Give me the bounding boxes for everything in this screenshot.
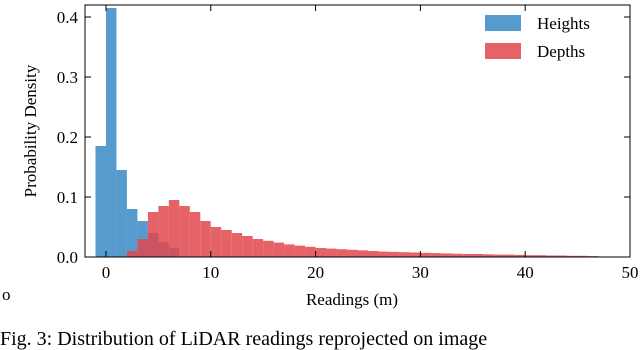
bar bbox=[252, 239, 264, 257]
bar bbox=[126, 209, 138, 257]
x-tick-label: 30 bbox=[412, 263, 429, 282]
bar bbox=[556, 255, 568, 257]
bar bbox=[525, 255, 536, 257]
bar bbox=[357, 250, 368, 257]
bar bbox=[388, 251, 400, 257]
bar bbox=[305, 246, 316, 257]
bar bbox=[462, 254, 473, 257]
bar bbox=[263, 240, 274, 257]
bar bbox=[409, 252, 421, 257]
bar bbox=[137, 239, 148, 257]
bar bbox=[336, 249, 348, 257]
legend-label: Depths bbox=[537, 42, 585, 61]
bar bbox=[430, 253, 442, 257]
bar bbox=[514, 254, 526, 257]
bar bbox=[367, 251, 379, 257]
y-tick-label: 0.2 bbox=[57, 128, 78, 147]
bar bbox=[147, 212, 159, 257]
bar bbox=[483, 254, 494, 257]
x-tick-label: 20 bbox=[307, 263, 324, 282]
bar bbox=[158, 206, 169, 257]
bar bbox=[577, 255, 589, 257]
bar bbox=[504, 254, 515, 257]
bar bbox=[189, 212, 201, 257]
y-tick-label: 0.3 bbox=[57, 68, 78, 87]
x-tick-label: 40 bbox=[517, 263, 534, 282]
bar bbox=[294, 245, 306, 257]
bar bbox=[493, 254, 505, 257]
plot-frame bbox=[84, 4, 631, 258]
caption: Fig. 3: Distribution of LiDAR readings r… bbox=[0, 328, 487, 350]
bar bbox=[326, 248, 337, 257]
bar bbox=[420, 252, 431, 257]
bar bbox=[168, 200, 180, 257]
x-tick-label: 0 bbox=[102, 263, 111, 282]
bar bbox=[451, 253, 463, 257]
bar bbox=[441, 253, 452, 257]
bar bbox=[315, 248, 327, 257]
bar bbox=[210, 227, 222, 257]
legend-swatch bbox=[485, 15, 521, 31]
x-tick-label: 50 bbox=[622, 263, 639, 282]
y-axis-label: Probability Density bbox=[21, 64, 40, 197]
bar bbox=[105, 8, 117, 257]
bar bbox=[116, 170, 127, 257]
bar bbox=[179, 206, 190, 257]
bar bbox=[242, 236, 253, 257]
bar bbox=[378, 251, 389, 257]
bar bbox=[284, 244, 295, 257]
stray-mark: o bbox=[2, 285, 11, 304]
y-tick-label: 0.4 bbox=[57, 8, 79, 27]
x-tick-label: 10 bbox=[202, 263, 219, 282]
bar bbox=[200, 221, 211, 257]
legend-swatch bbox=[485, 43, 521, 59]
bar bbox=[126, 251, 138, 257]
bar bbox=[535, 255, 547, 257]
y-tick-label: 0.0 bbox=[57, 248, 78, 267]
bar bbox=[567, 255, 578, 257]
bar bbox=[273, 242, 285, 257]
y-tick-label: 0.1 bbox=[57, 188, 78, 207]
bar bbox=[472, 254, 484, 257]
bar bbox=[546, 255, 557, 257]
bar bbox=[231, 233, 243, 257]
bar bbox=[221, 230, 232, 257]
bar bbox=[399, 252, 410, 257]
bar bbox=[95, 146, 106, 257]
x-axis-label: Readings (m) bbox=[306, 290, 398, 309]
bar bbox=[347, 249, 358, 257]
legend-label: Heights bbox=[537, 14, 590, 33]
